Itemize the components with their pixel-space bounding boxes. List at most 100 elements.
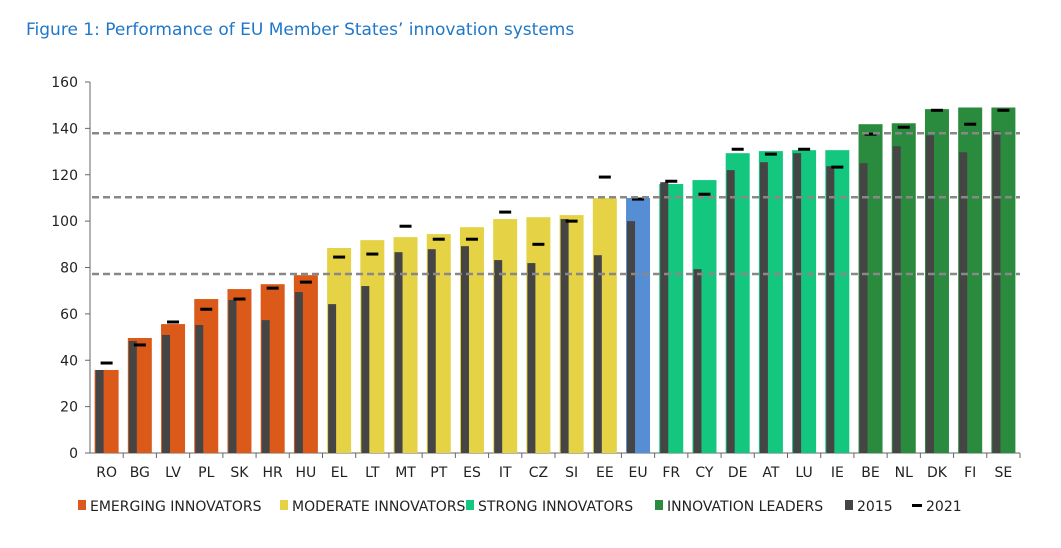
x-tick-label: IE bbox=[831, 465, 844, 481]
marker-2021-DK bbox=[930, 108, 943, 112]
x-tick-label: ES bbox=[463, 465, 481, 481]
x-tick-label: FI bbox=[964, 465, 976, 481]
bar-2015-BE bbox=[859, 163, 868, 453]
legend-swatch-strong bbox=[466, 500, 474, 510]
x-tick-label: BG bbox=[130, 465, 150, 481]
bar-2015-FR bbox=[660, 182, 669, 454]
marker-2021-DE bbox=[731, 147, 744, 151]
marker-2021-IT bbox=[499, 210, 512, 214]
bar-2015-DK bbox=[925, 135, 934, 454]
bar-2015-LT bbox=[361, 286, 370, 453]
marker-2021-AT bbox=[764, 152, 777, 156]
y-tick-label: 40 bbox=[60, 353, 78, 369]
x-tick-label: BE bbox=[861, 465, 879, 481]
marker-2021-EL bbox=[333, 255, 346, 259]
x-tick-label: SE bbox=[995, 465, 1013, 481]
marker-2021-IE bbox=[831, 165, 844, 169]
marker-2021-PL bbox=[200, 307, 213, 311]
chart-title: Figure 1: Performance of EU Member State… bbox=[26, 20, 575, 40]
marker-2021-RO bbox=[100, 361, 113, 365]
x-tick-label: AT bbox=[762, 465, 779, 481]
x-tick-label: NL bbox=[895, 465, 913, 481]
bar-2015-LV bbox=[162, 334, 171, 453]
bar-2015-LU bbox=[793, 153, 802, 454]
marker-2021-HR bbox=[266, 286, 279, 290]
bar-2015-DE bbox=[726, 170, 735, 454]
bar-2015-PT bbox=[427, 249, 436, 453]
x-tick-label: LT bbox=[365, 465, 380, 481]
bar-2015-MT bbox=[394, 252, 403, 453]
marker-2021-PT bbox=[432, 237, 445, 241]
bar-2015-RO bbox=[95, 369, 104, 453]
legend-label-emerging: EMERGING INNOVATORS bbox=[90, 499, 262, 515]
y-tick-label: 100 bbox=[51, 214, 78, 230]
x-tick-label: HU bbox=[296, 465, 317, 481]
legend-label-strong: STRONG INNOVATORS bbox=[478, 499, 633, 515]
x-tick-label: CY bbox=[695, 465, 714, 481]
marker-2021-SK bbox=[233, 297, 246, 301]
marker-2021-ES bbox=[465, 237, 478, 241]
x-tick-label: EE bbox=[596, 465, 614, 481]
y-tick-label: 80 bbox=[60, 261, 78, 277]
bar-2015-EU bbox=[627, 221, 636, 453]
bar-2015-AT bbox=[759, 162, 768, 453]
x-tick-label: PL bbox=[198, 465, 214, 481]
y-tick-label: 160 bbox=[51, 75, 78, 91]
bar-2015-NL bbox=[892, 146, 901, 453]
legend-marker-y2021 bbox=[912, 504, 922, 507]
legend-label-leader: INNOVATION LEADERS bbox=[667, 499, 823, 515]
x-tick-label: DK bbox=[927, 465, 948, 481]
bar-2015-SK bbox=[228, 299, 237, 453]
legend-swatch-y2015 bbox=[845, 500, 853, 510]
marker-2021-FR bbox=[665, 179, 678, 183]
marker-2021-SE bbox=[997, 108, 1010, 112]
x-tick-label: SK bbox=[230, 465, 249, 481]
x-tick-label: MT bbox=[395, 465, 416, 481]
legend-label-moderate: MODERATE INNOVATORS bbox=[292, 499, 466, 515]
bar-2015-CZ bbox=[527, 263, 536, 453]
y-tick-label: 0 bbox=[69, 446, 78, 462]
bar-2015-EE bbox=[593, 255, 602, 453]
y-tick-label: 20 bbox=[60, 400, 78, 416]
legend-label-y2021: 2021 bbox=[926, 499, 962, 515]
marker-2021-FI bbox=[964, 122, 977, 126]
bar-2015-CY bbox=[693, 269, 702, 453]
legend-label-y2015: 2015 bbox=[857, 499, 893, 515]
marker-2021-SI bbox=[565, 219, 578, 223]
x-tick-label: CZ bbox=[529, 465, 548, 481]
x-tick-label: IT bbox=[499, 465, 512, 481]
bar-2015-PL bbox=[195, 325, 204, 453]
x-tick-label: LV bbox=[165, 465, 181, 481]
marker-2021-BG bbox=[133, 343, 146, 347]
x-tick-label: SI bbox=[565, 465, 578, 481]
x-tick-label: RO bbox=[96, 465, 117, 481]
marker-2021-CZ bbox=[532, 242, 545, 246]
bar-2015-HU bbox=[294, 292, 303, 453]
x-tick-label: HR bbox=[263, 465, 284, 481]
marker-2021-LV bbox=[167, 320, 180, 324]
bar-2015-EL bbox=[328, 304, 337, 453]
x-tick-label: FR bbox=[662, 465, 680, 481]
marker-2021-NL bbox=[897, 125, 910, 129]
legend-swatch-moderate bbox=[280, 500, 288, 510]
marker-2021-EU bbox=[632, 197, 645, 201]
y-tick-label: 140 bbox=[51, 121, 78, 137]
marker-2021-HU bbox=[299, 280, 312, 284]
bar-2015-HR bbox=[261, 320, 270, 453]
x-tick-label: LU bbox=[795, 465, 812, 481]
y-tick-label: 60 bbox=[60, 307, 78, 323]
bar-2015-BG bbox=[128, 341, 137, 453]
x-tick-label: DE bbox=[728, 465, 748, 481]
x-tick-label: PT bbox=[430, 465, 447, 481]
y-tick-label: 120 bbox=[51, 168, 78, 184]
marker-2021-BE bbox=[864, 132, 877, 136]
legend-swatch-leader bbox=[655, 500, 663, 510]
marker-2021-LU bbox=[798, 147, 811, 151]
marker-2021-EE bbox=[598, 175, 611, 179]
bar-2015-SI bbox=[560, 219, 569, 453]
x-tick-label: EU bbox=[628, 465, 647, 481]
marker-2021-MT bbox=[399, 224, 412, 228]
bar-2015-IE bbox=[826, 166, 835, 453]
legend-swatch-emerging bbox=[78, 500, 86, 510]
